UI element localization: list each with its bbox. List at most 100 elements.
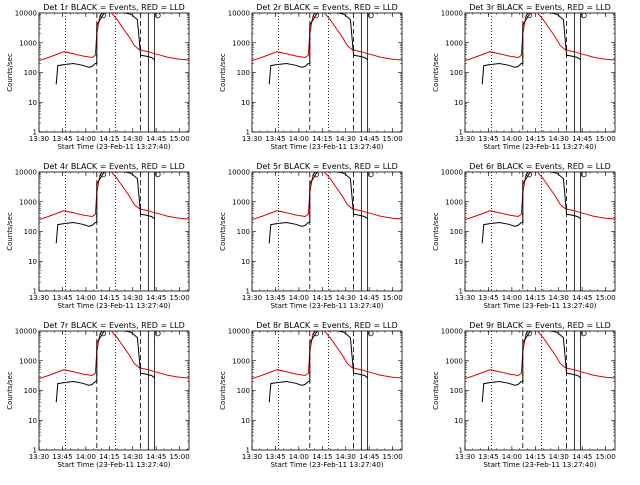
x-tick-label: 14:45 [359, 294, 379, 302]
x-tick-label: 13:30 [455, 294, 475, 302]
x-tick-label: 14:00 [76, 294, 96, 302]
series-line-events [268, 13, 368, 85]
plot-area [252, 172, 402, 291]
plot-area [252, 13, 402, 132]
saturation-marker [154, 172, 161, 178]
x-axis-label: Start Time (23-Feb-11 13:27:40) [57, 302, 170, 310]
x-tick-label: 14:45 [146, 453, 166, 461]
panel-7r: Det 7r BLACK = Events, RED = LLD 1 10 100 10… [6, 321, 190, 469]
y-tick-label: 10 [28, 258, 37, 266]
x-tick-label: 14:15 [99, 135, 119, 143]
y-tick-label: 1000 [445, 357, 463, 365]
saturation-marker [313, 331, 319, 337]
y-tick-label: 10 [28, 99, 37, 107]
series-line-events [481, 172, 581, 244]
x-tick-label: 14:30 [336, 294, 356, 302]
plot-area [39, 331, 189, 450]
y-tick-label: 10000 [441, 328, 463, 336]
plot-area [465, 172, 615, 291]
x-axis-label: Start Time (23-Feb-11 13:27:40) [57, 143, 170, 151]
saturation-marker [526, 13, 532, 19]
x-tick-label: 15:00 [596, 453, 616, 461]
x-tick-label: 13:30 [455, 453, 475, 461]
panel-8r: Det 8r BLACK = Events, RED = LLD 1 10 100 10… [219, 321, 403, 469]
panel-5r: Det 5r BLACK = Events, RED = LLD 1 10 100 10… [219, 162, 403, 310]
y-tick-label: 10 [241, 258, 250, 266]
x-axis-label: Start Time (23-Feb-11 13:27:40) [483, 143, 596, 151]
x-tick-label: 14:45 [359, 135, 379, 143]
y-tick-label: 1000 [19, 198, 37, 206]
x-tick-label: 14:30 [549, 294, 569, 302]
y-axis-label: Counts/sec [6, 371, 14, 410]
x-tick-label: 15:00 [170, 453, 190, 461]
y-tick-label: 1 [459, 129, 463, 137]
x-tick-label: 14:15 [525, 294, 545, 302]
series-line-lld [465, 331, 615, 380]
x-tick-label: 13:45 [52, 294, 72, 302]
x-tick-label: 14:15 [312, 135, 332, 143]
x-tick-label: 14:00 [502, 294, 522, 302]
panel-title: Det 8r BLACK = Events, RED = LLD [256, 321, 398, 330]
saturation-marker [367, 172, 374, 178]
series-line-events [481, 13, 581, 85]
x-tick-label: 14:30 [549, 453, 569, 461]
x-tick-label: 14:30 [336, 135, 356, 143]
y-tick-label: 1 [459, 288, 463, 296]
y-tick-label: 1000 [445, 39, 463, 47]
x-tick-label: 14:15 [99, 453, 119, 461]
saturation-marker [580, 331, 587, 337]
x-tick-label: 13:45 [478, 135, 498, 143]
y-tick-label: 1 [246, 288, 250, 296]
panel-4r: Det 4r BLACK = Events, RED = LLD 1 10 100 10… [6, 162, 190, 310]
x-tick-label: 14:15 [312, 453, 332, 461]
x-tick-label: 14:00 [502, 135, 522, 143]
series-line-events [268, 331, 368, 403]
x-tick-label: 13:30 [29, 453, 49, 461]
x-tick-label: 14:45 [572, 453, 592, 461]
x-tick-label: 15:00 [170, 294, 190, 302]
x-tick-label: 14:30 [549, 135, 569, 143]
x-tick-label: 15:00 [383, 294, 403, 302]
plot-area [39, 13, 189, 132]
plot-area [252, 331, 402, 450]
x-tick-label: 14:30 [123, 294, 143, 302]
x-tick-label: 14:45 [359, 453, 379, 461]
y-tick-label: 100 [24, 69, 37, 77]
series-line-lld [465, 13, 615, 62]
x-tick-label: 13:45 [265, 453, 285, 461]
panel-title: Det 7r BLACK = Events, RED = LLD [43, 321, 185, 330]
series-line-lld [39, 331, 189, 380]
y-tick-label: 100 [237, 228, 250, 236]
x-axis-label: Start Time (23-Feb-11 13:27:40) [270, 302, 383, 310]
saturation-marker [313, 13, 319, 19]
y-tick-label: 1 [33, 288, 37, 296]
panel-2r: Det 2r BLACK = Events, RED = LLD 1 10 100 10… [219, 3, 403, 151]
panel-title: Det 3r BLACK = Events, RED = LLD [469, 3, 611, 12]
x-axis-label: Start Time (23-Feb-11 13:27:40) [483, 302, 596, 310]
panel-title: Det 6r BLACK = Events, RED = LLD [469, 162, 611, 171]
x-tick-label: 13:45 [478, 294, 498, 302]
y-tick-label: 10 [241, 99, 250, 107]
y-tick-label: 1 [246, 129, 250, 137]
y-tick-label: 1 [33, 447, 37, 455]
y-tick-label: 10 [454, 99, 463, 107]
y-axis-label: Counts/sec [219, 53, 227, 92]
x-tick-label: 14:00 [502, 453, 522, 461]
panel-title: Det 9r BLACK = Events, RED = LLD [469, 321, 611, 330]
x-axis-label: Start Time (23-Feb-11 13:27:40) [57, 461, 170, 469]
x-tick-label: 14:00 [76, 135, 96, 143]
saturation-marker [313, 172, 319, 178]
y-tick-label: 1 [33, 129, 37, 137]
y-tick-label: 10000 [228, 169, 250, 177]
series-line-lld [252, 13, 402, 62]
y-tick-label: 10000 [228, 328, 250, 336]
y-tick-label: 100 [24, 387, 37, 395]
y-tick-label: 1000 [19, 39, 37, 47]
x-tick-label: 14:15 [99, 294, 119, 302]
x-tick-label: 14:30 [123, 135, 143, 143]
saturation-marker [100, 13, 106, 19]
plot-area [465, 331, 615, 450]
y-tick-label: 1000 [232, 198, 250, 206]
